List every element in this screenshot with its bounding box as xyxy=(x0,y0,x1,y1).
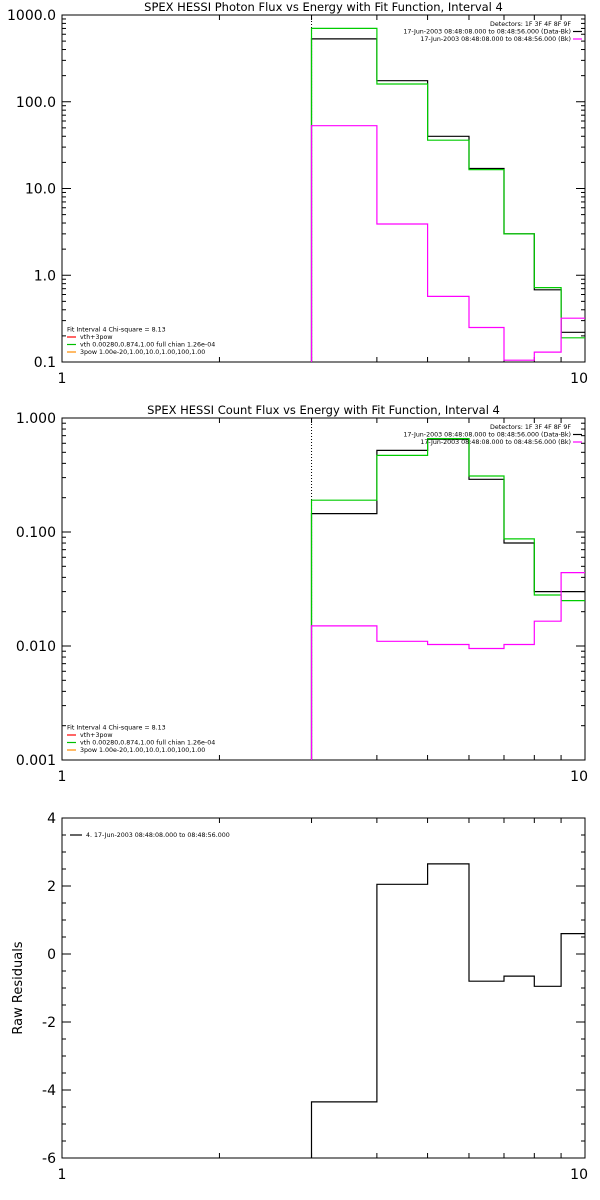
y-tick-label: 1.0 xyxy=(34,268,56,284)
series-step-line-1 xyxy=(310,863,585,1158)
plot-frame xyxy=(61,14,586,363)
y-tick-label: -4 xyxy=(42,1083,56,1099)
legend-entry: 3pow 1.00e-20,1.00,10.0,1.00,100,1.00 xyxy=(80,349,205,356)
y-axis-label: Raw Residuals xyxy=(11,941,26,1034)
y-tick-label: 0.001 xyxy=(16,753,56,769)
x-tick-label: 1 xyxy=(58,371,67,387)
legend-entry: Detectors: 1F 3F 4F 8F 9F xyxy=(490,21,571,28)
series-step-line-1 xyxy=(310,38,585,362)
y-tick-label: 1.000 xyxy=(16,411,56,427)
chart-panel-3: Raw Residuals -6 -4 -2 0 2 4 1 10 4. 17-Jun-2003 … xyxy=(11,811,588,1183)
series-step-line-2 xyxy=(310,27,585,362)
legend-entry: vth 0.00280,0.874,1.00 full chian 1.26e-… xyxy=(80,740,215,747)
y-tick-label: 0.010 xyxy=(16,639,56,655)
plot-frame xyxy=(61,417,586,761)
y-tick-label: 2 xyxy=(47,879,56,895)
legend-entry: vth 0.00280,0.874,1.00 full chian 1.26e-… xyxy=(80,342,215,349)
x-tick-label: 10 xyxy=(570,1167,588,1183)
plot-frame xyxy=(61,817,586,1159)
chart-panel-1: SPEX HESSI Photon Flux vs Energy with Fi… xyxy=(7,0,588,387)
y-tick-label: 4 xyxy=(47,811,56,827)
y-tick-label: 10.0 xyxy=(25,182,56,198)
chart-title: SPEX HESSI Photon Flux vs Energy with Fi… xyxy=(144,0,503,14)
y-tick-label: 0.1 xyxy=(34,355,56,371)
legend-entry: 17-Jun-2003 08:48:08.000 to 08:48:56.000… xyxy=(420,36,571,43)
series-step-line-3 xyxy=(310,572,585,760)
legend-entry: Fit Interval 4 Chi-square = 8.13 xyxy=(67,327,166,334)
legend-entry: 17-Jun-2003 08:48:08.000 to 08:48:56.000… xyxy=(403,432,571,439)
legend-entry: Fit Interval 4 Chi-square = 8.13 xyxy=(67,725,166,732)
y-tick-label: -6 xyxy=(42,1151,56,1167)
legend-entry: vth+3pow xyxy=(80,334,112,341)
x-tick-label: 1 xyxy=(58,1167,67,1183)
y-tick-label: -2 xyxy=(42,1015,56,1031)
chart-title: SPEX HESSI Count Flux vs Energy with Fit… xyxy=(147,403,500,417)
legend-entry: 17-Jun-2003 08:48:08.000 to 08:48:56.000… xyxy=(403,29,571,36)
legend-entry: Detectors: 1F 3F 4F 8F 9F xyxy=(490,424,571,431)
series-step-line-3 xyxy=(310,125,585,362)
x-tick-label: 10 xyxy=(570,371,588,387)
legend-entry: 17-Jun-2003 08:48:08.000 to 08:48:56.000… xyxy=(420,439,571,446)
series-step-line-2 xyxy=(310,438,585,760)
chart-panel-2: SPEX HESSI Count Flux vs Energy with Fit… xyxy=(16,403,588,785)
y-tick-label: 0 xyxy=(47,947,56,963)
legend-entry: 3pow 1.00e-20,1.00,10.0,1.00,100,1.00 xyxy=(80,747,205,754)
y-tick-label: 0.100 xyxy=(16,525,56,541)
x-tick-label: 1 xyxy=(58,769,67,785)
y-tick-label: 100.0 xyxy=(16,95,56,111)
legend-entry: 4. 17-Jun-2003 08:48:08.000 to 08:48:56.… xyxy=(86,832,230,839)
series-step-line-1 xyxy=(310,438,585,760)
x-tick-label: 10 xyxy=(570,769,588,785)
y-tick-label: 1000.0 xyxy=(7,8,56,24)
legend-entry: vth+3pow xyxy=(80,732,112,739)
